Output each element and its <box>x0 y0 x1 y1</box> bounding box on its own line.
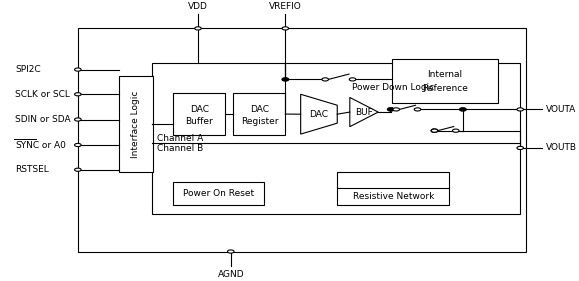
Bar <box>174 94 225 135</box>
Circle shape <box>452 129 459 132</box>
Circle shape <box>228 250 234 253</box>
Circle shape <box>393 108 400 111</box>
Bar <box>152 63 520 214</box>
Text: or A0: or A0 <box>39 140 65 149</box>
Text: VOUTB: VOUTB <box>547 143 577 152</box>
Circle shape <box>460 108 466 111</box>
Text: Power On Reset: Power On Reset <box>183 189 254 198</box>
Text: RSTSEL: RSTSEL <box>15 165 49 174</box>
Text: VREFIO: VREFIO <box>269 2 302 11</box>
Polygon shape <box>301 94 337 134</box>
Text: SDIN or SDA: SDIN or SDA <box>15 115 71 124</box>
Text: Power Down Logic: Power Down Logic <box>352 83 434 92</box>
Circle shape <box>414 108 421 111</box>
Text: VDD: VDD <box>188 2 208 11</box>
Circle shape <box>75 93 81 96</box>
Text: Resistive Network: Resistive Network <box>353 192 434 201</box>
Polygon shape <box>350 98 378 127</box>
Text: Channel B: Channel B <box>157 144 203 153</box>
Circle shape <box>431 129 438 132</box>
Text: Reference: Reference <box>422 84 468 93</box>
Circle shape <box>75 68 81 71</box>
Bar <box>392 59 499 103</box>
Circle shape <box>322 78 328 81</box>
Text: SPI2C: SPI2C <box>15 65 41 74</box>
Circle shape <box>517 146 523 149</box>
Text: Internal: Internal <box>427 70 463 79</box>
Circle shape <box>282 27 289 30</box>
Bar <box>174 182 263 205</box>
Text: Interface Logic: Interface Logic <box>131 90 140 158</box>
Bar <box>78 28 526 251</box>
Bar <box>337 172 449 205</box>
Bar <box>233 94 285 135</box>
Text: Register: Register <box>241 117 278 126</box>
Circle shape <box>387 108 394 111</box>
Text: Channel A: Channel A <box>157 134 203 143</box>
Circle shape <box>431 129 438 132</box>
Text: AGND: AGND <box>218 270 244 279</box>
Circle shape <box>517 108 523 111</box>
Text: SCLK or SCL: SCLK or SCL <box>15 90 70 99</box>
Circle shape <box>75 143 81 147</box>
Text: DAC: DAC <box>190 105 209 114</box>
Text: DAC: DAC <box>309 110 328 119</box>
Circle shape <box>75 168 81 171</box>
Circle shape <box>282 78 289 81</box>
Circle shape <box>349 78 356 81</box>
Text: Buffer: Buffer <box>185 117 213 126</box>
Text: SYNC: SYNC <box>15 140 39 149</box>
Bar <box>119 76 153 172</box>
Text: VOUTA: VOUTA <box>547 105 577 114</box>
Text: BUF: BUF <box>355 108 373 117</box>
Circle shape <box>75 118 81 121</box>
Circle shape <box>195 27 201 30</box>
Text: DAC: DAC <box>250 105 269 114</box>
